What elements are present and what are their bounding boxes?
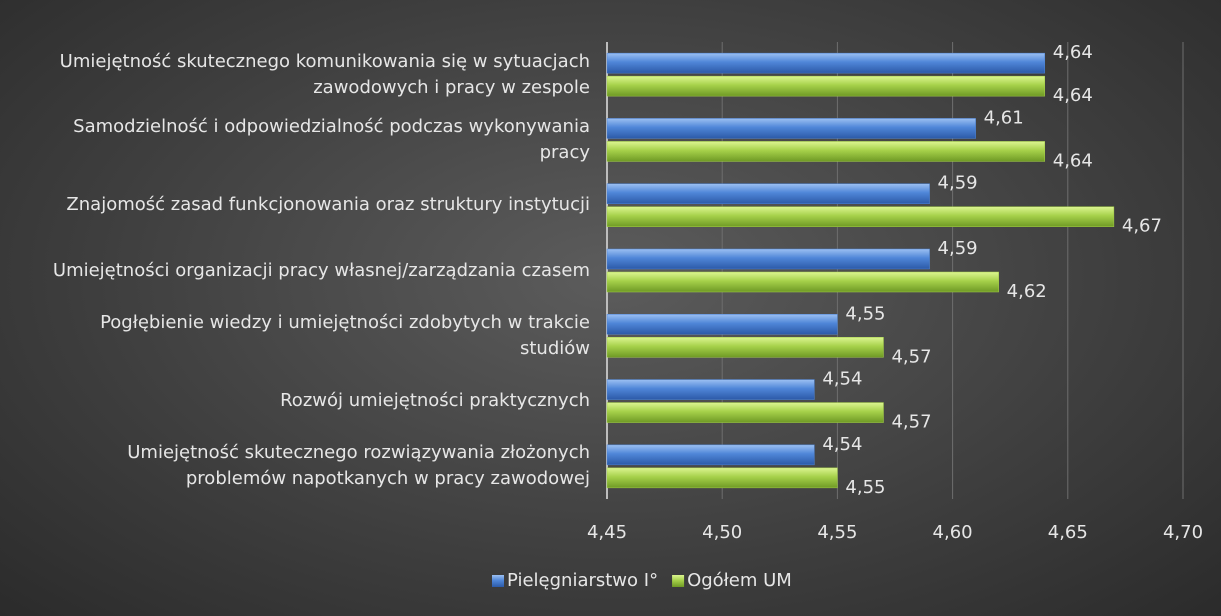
x-tick-label: 4,45: [587, 522, 627, 543]
value-label: 4,64: [1053, 85, 1093, 106]
bar: [606, 52, 1046, 74]
bar: [606, 379, 815, 400]
bar: [606, 314, 838, 335]
bar: [606, 141, 1046, 162]
value-label: 4,54: [822, 369, 862, 390]
value-label: 4,67: [1122, 216, 1162, 237]
value-label: 4,57: [891, 412, 931, 433]
bar: [606, 75, 1046, 97]
legend-label: Pielęgniarstwo I°: [507, 570, 658, 591]
x-tick-label: 4,60: [933, 522, 973, 543]
bar: [606, 118, 976, 139]
bar: [606, 206, 1115, 227]
value-label: 4,54: [822, 434, 862, 455]
legend-swatch: [672, 575, 685, 587]
value-label: 4,59: [938, 173, 978, 194]
category-label: Pogłębienie wiedzy i umiejętności zdobyt…: [100, 311, 590, 359]
bar: [606, 337, 884, 358]
category-label: Umiejętność skutecznego komunikowania si…: [59, 50, 590, 98]
value-label: 4,59: [938, 238, 978, 259]
value-label: 4,64: [1053, 150, 1093, 171]
x-tick-label: 4,50: [702, 522, 742, 543]
bar: [606, 271, 999, 293]
category-label: Umiejętności organizacji pracy własnej/z…: [52, 259, 590, 281]
x-tick-label: 4,65: [1048, 522, 1088, 543]
bar: [606, 402, 884, 423]
bar: [606, 467, 838, 489]
category-label: Samodzielność i odpowiedzialność podczas…: [73, 115, 590, 163]
bar: [606, 183, 930, 204]
category-label: Umiejętność skutecznego rozwiązywania zł…: [127, 442, 590, 490]
legend-swatch: [492, 575, 504, 587]
value-label: 4,62: [1007, 281, 1047, 302]
value-label: 4,57: [891, 346, 931, 367]
category-label: Rozwój umiejętności praktycznych: [280, 390, 590, 412]
value-label: 4,64: [1053, 42, 1093, 63]
x-tick-label: 4,70: [1163, 522, 1203, 543]
value-label: 4,61: [984, 107, 1024, 128]
bar: [606, 444, 815, 466]
value-label: 4,55: [845, 303, 885, 324]
x-tick-label: 4,55: [817, 522, 857, 543]
value-label: 4,55: [845, 477, 885, 498]
legend-label: Ogółem UM: [687, 570, 792, 591]
category-label: Znajomość zasad funkcjonowania oraz stru…: [66, 194, 590, 216]
bar: [606, 248, 930, 270]
